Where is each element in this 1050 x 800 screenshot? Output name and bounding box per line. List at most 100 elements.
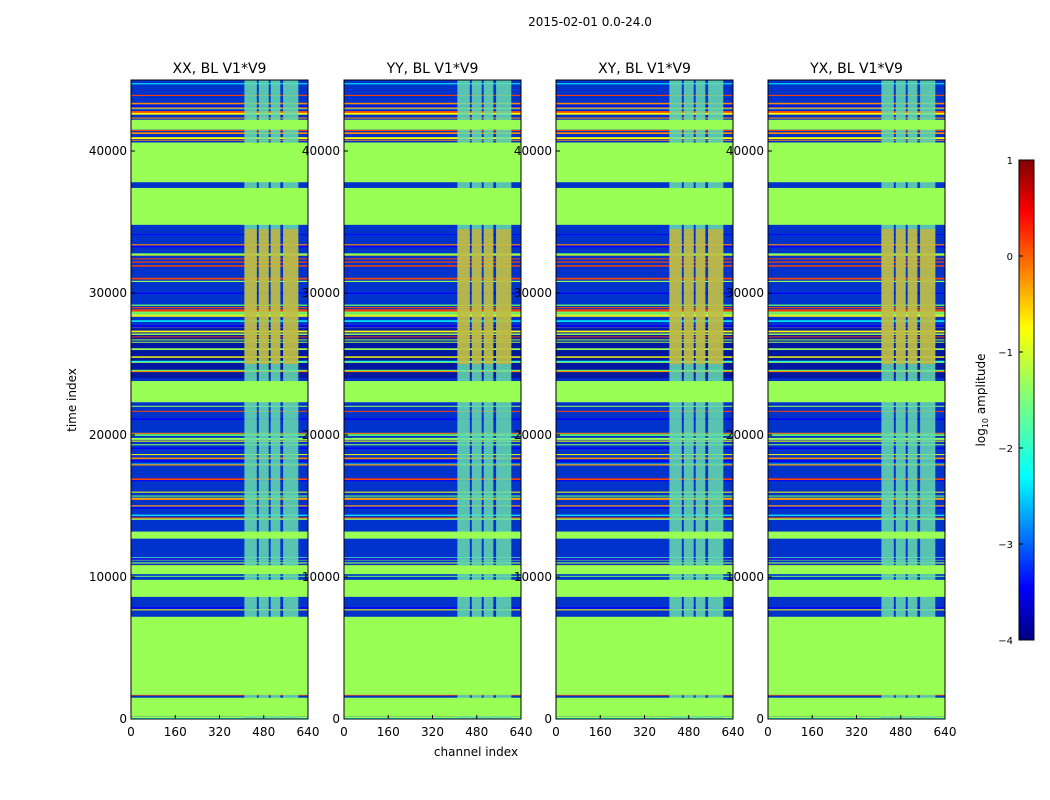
- rfi-stripe: [768, 265, 945, 267]
- colorbar-label: log10 amplitude: [974, 354, 990, 447]
- rfi-stripe: [556, 517, 733, 519]
- flagged-block: [556, 565, 733, 575]
- flagged-block: [556, 187, 733, 225]
- rfi-stripe: [556, 341, 733, 343]
- rfi-stripe: [768, 339, 945, 341]
- rfi-stripe: [768, 245, 945, 248]
- rfi-stripe: [768, 361, 945, 363]
- rfi-stripe: [344, 244, 521, 246]
- rfi-stripe: [131, 437, 308, 440]
- y-tick-label: 40000: [726, 144, 764, 158]
- rfi-stripe: [556, 356, 733, 358]
- rfi-stripe: [344, 292, 521, 294]
- rfi-stripe: [131, 432, 308, 434]
- rfi-stripe: [344, 261, 521, 263]
- rfi-stripe: [556, 132, 733, 135]
- rfi-stripe: [131, 325, 308, 328]
- rfi-stripe: [556, 463, 733, 465]
- rfi-stripe: [131, 498, 308, 500]
- x-tick-label: 160: [377, 725, 400, 739]
- rfi-stripe: [344, 694, 521, 696]
- rfi-stripe: [344, 113, 521, 115]
- rfi-stripe: [131, 330, 308, 333]
- rfi-stripe: [768, 111, 945, 113]
- rfi-stripe: [556, 244, 733, 246]
- rfi-stripe: [131, 107, 308, 109]
- rfi-stripe: [556, 454, 733, 456]
- rfi-stripe: [556, 562, 733, 564]
- rfi-stripe: [556, 315, 733, 317]
- flagged-block: [131, 119, 308, 130]
- rfi-stripe: [344, 361, 521, 363]
- rfi-stripe: [344, 341, 521, 343]
- rfi-stripe: [344, 313, 521, 315]
- rfi-stripe: [556, 333, 733, 335]
- rfi-stripe: [131, 514, 308, 516]
- rfi-stripe: [131, 244, 308, 246]
- rfi-stripe: [556, 137, 733, 139]
- rfi-stripe: [344, 311, 521, 314]
- rfi-stripe: [131, 495, 308, 497]
- rfi-stripe: [131, 562, 308, 564]
- flagged-block: [768, 579, 945, 597]
- rfi-stripe: [131, 434, 308, 436]
- figure-title: 2015-02-01 0.0-24.0: [528, 15, 652, 29]
- panel-image: [556, 80, 733, 719]
- flagged-block: [344, 142, 521, 183]
- rfi-stripe: [556, 360, 733, 362]
- rfi-stripe: [556, 313, 733, 315]
- rfi-stripe: [344, 480, 521, 482]
- rfi-stripe: [131, 609, 308, 611]
- colorbar-tick-label: −4: [998, 636, 1013, 647]
- rfi-stripe: [768, 478, 945, 481]
- flagged-block: [344, 616, 521, 695]
- rfi-stripe: [344, 463, 521, 465]
- rfi-stripe: [131, 111, 308, 113]
- rfi-stripe: [131, 361, 308, 363]
- rfi-stripe: [768, 405, 945, 407]
- rfi-stripe: [344, 558, 521, 560]
- rfi-stripe: [768, 253, 945, 255]
- rfi-stripe: [344, 254, 521, 256]
- rfi-stripe: [131, 506, 308, 508]
- rfi-stripe: [768, 320, 945, 322]
- y-tick-label: 20000: [89, 428, 127, 442]
- rfi-stripe: [344, 444, 521, 446]
- rfi-stripe: [768, 113, 945, 115]
- y-tick-label: 0: [119, 712, 127, 726]
- rfi-stripe: [131, 558, 308, 560]
- rfi-stripe: [768, 607, 945, 609]
- rfi-stripe: [556, 304, 733, 306]
- rfi-stripe: [344, 333, 521, 335]
- rfi-stripe: [768, 280, 945, 282]
- rfi-stripe: [344, 330, 521, 333]
- rfi-stripe: [344, 310, 521, 313]
- flagged-block: [556, 531, 733, 539]
- panel-image: [768, 80, 945, 719]
- rfi-stripe: [556, 369, 733, 371]
- rfi-stripe: [344, 495, 521, 497]
- flagged-block: [344, 565, 521, 575]
- rfi-stripe: [768, 105, 945, 107]
- rfi-stripe: [131, 129, 308, 131]
- colorbar-tick-label: 0: [1007, 252, 1013, 263]
- rfi-stripe: [768, 460, 945, 462]
- rfi-stripe: [768, 333, 945, 335]
- rfi-stripe: [131, 480, 308, 482]
- rfi-hot-block: [496, 229, 512, 364]
- rfi-stripe: [768, 258, 945, 260]
- colorbar-label-base: log: [974, 428, 988, 446]
- rfi-stripe: [344, 139, 521, 141]
- rfi-stripe: [344, 517, 521, 519]
- rfi-stripe: [131, 311, 308, 314]
- rfi-stripe: [131, 113, 308, 115]
- flagged-block: [131, 381, 308, 403]
- flagged-block: [768, 187, 945, 225]
- rfi-stripe: [344, 507, 521, 509]
- x-tick-label: 320: [633, 725, 656, 739]
- rfi-stripe: [131, 258, 308, 260]
- rfi-stripe: [131, 254, 308, 256]
- rfi-stripe: [556, 432, 733, 434]
- rfi-stripe: [556, 418, 733, 420]
- rfi-stripe: [344, 434, 521, 436]
